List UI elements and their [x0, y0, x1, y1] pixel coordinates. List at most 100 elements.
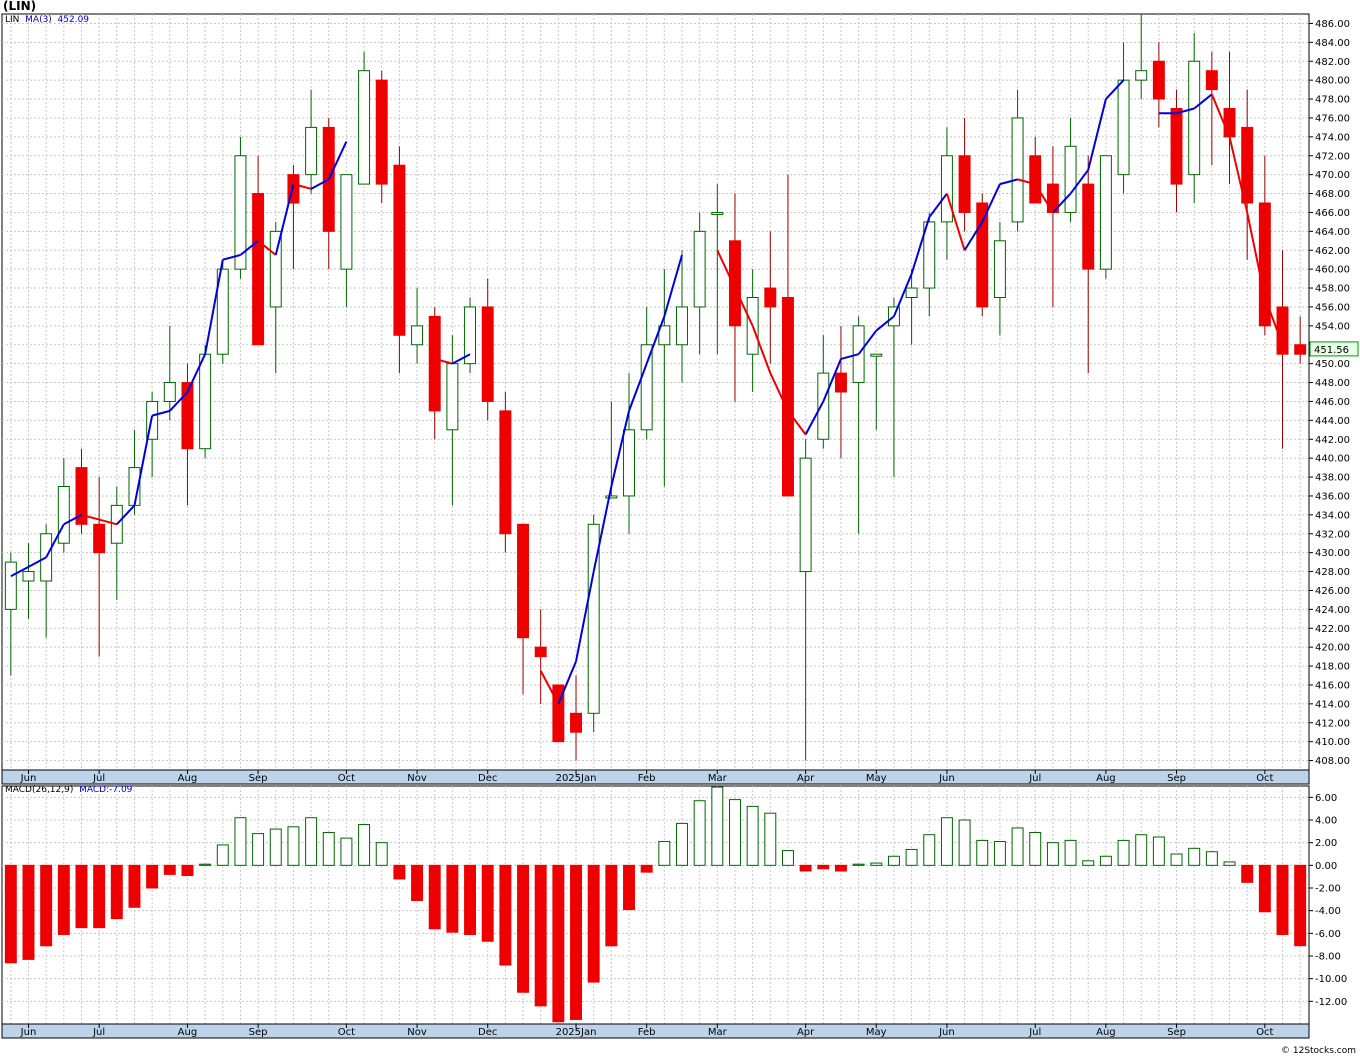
macd-bar [1099, 855, 1112, 866]
candle-body [57, 486, 70, 544]
ma-line-segment [804, 400, 825, 435]
price-tick-label: 482.00 [1315, 57, 1350, 68]
candle-body [817, 372, 830, 440]
macd-bar [269, 828, 282, 866]
macd-bar [746, 805, 759, 866]
candle-body [905, 287, 918, 298]
macd-bar [1046, 842, 1059, 866]
ma-line-segment [293, 183, 312, 190]
ma-line-segment [1228, 136, 1249, 213]
macd-tick-label: 6.00 [1315, 793, 1337, 804]
ma-line-segment [116, 504, 136, 525]
macd-bar [1188, 847, 1201, 866]
macd-month-label: May [866, 1027, 887, 1038]
site-credit: © 12Stocks.com [1281, 1046, 1356, 1056]
macd-bar [340, 837, 353, 866]
candle-body [252, 193, 265, 346]
price-month-label: Jul [92, 773, 105, 784]
macd-bar [958, 819, 971, 866]
candle-body [464, 306, 477, 365]
price-tick-label: 426.00 [1315, 586, 1350, 597]
macd-bar [1117, 839, 1130, 866]
candle-body [75, 467, 88, 525]
macd-panel [1, 785, 1310, 1025]
candle-body [358, 70, 371, 185]
price-month-axis [1, 769, 1310, 785]
ma-line-segment [1210, 93, 1231, 138]
ma-line-segment [1263, 297, 1284, 346]
macd-month-label: Jun [938, 1027, 955, 1038]
last-price-tag [1309, 341, 1359, 357]
candle-body [1170, 108, 1183, 185]
macd-month-label: Oct [338, 1027, 355, 1038]
candle-body [216, 268, 229, 355]
candle-body [340, 174, 353, 270]
candle-body [199, 353, 212, 450]
macd-bar [1223, 861, 1236, 866]
candle-body [517, 523, 530, 639]
price-tick-label: 432.00 [1315, 529, 1350, 540]
macd-month-label: Aug [1096, 1027, 1116, 1038]
price-tick-label: 444.00 [1315, 416, 1350, 427]
macd-month-label: Feb [638, 1027, 656, 1038]
price-month-label: Oct [1256, 773, 1273, 784]
macd-month-axis [1, 1023, 1310, 1039]
price-tick-label: 446.00 [1315, 397, 1350, 408]
ma-line-segment [28, 556, 47, 568]
ma-line-segment [1034, 183, 1054, 213]
price-tick-label: 422.00 [1315, 624, 1350, 635]
macd-bar [940, 817, 953, 866]
ma-line-segment [963, 221, 984, 251]
macd-month-label: Mar [708, 1027, 728, 1038]
macd-month-label: Oct [1256, 1027, 1273, 1038]
ma-line-segment [1069, 169, 1090, 195]
macd-bar [57, 864, 70, 935]
macd-bar [128, 864, 141, 908]
ma-line-segment [840, 353, 859, 360]
price-tick-label: 408.00 [1315, 756, 1350, 767]
macd-bar [729, 799, 741, 866]
candle-body [693, 230, 706, 308]
macd-month-label: Jul [1028, 1027, 1041, 1038]
macd-tick-label: -10.00 [1315, 974, 1347, 985]
macd-bar [1294, 864, 1307, 947]
macd-bar [252, 833, 265, 866]
candle-body [375, 79, 388, 185]
ma-line-segment [10, 565, 29, 578]
candle-body [1188, 60, 1201, 176]
last-price-label: 451.56 [1314, 345, 1349, 356]
price-month-label: Sep [249, 773, 268, 784]
price-month-label: Jun [20, 773, 37, 784]
price-tick-label: 416.00 [1315, 680, 1350, 691]
price-month-label: May [866, 773, 887, 784]
ma-line-segment [628, 363, 648, 412]
price-tick-label: 428.00 [1315, 567, 1350, 578]
ma-line-segment [769, 372, 789, 412]
candle-body [834, 372, 847, 393]
price-tick-label: 462.00 [1315, 246, 1350, 257]
candle-body [1294, 344, 1307, 355]
price-tick-label: 480.00 [1315, 76, 1350, 87]
macd-month-label: 2025Jan [556, 1027, 597, 1038]
macd-bar [517, 864, 530, 993]
macd-bar [799, 864, 812, 872]
macd-bar [93, 864, 106, 929]
price-month-label: Mar [708, 773, 728, 784]
ma-line-segment [1246, 212, 1266, 298]
macd-month-label: Jul [92, 1027, 105, 1038]
price-tick-label: 448.00 [1315, 378, 1350, 389]
candle-body [1223, 108, 1236, 138]
ma-line-segment [1052, 192, 1072, 214]
macd-bar [552, 864, 565, 1023]
macd-bar [870, 862, 883, 866]
macd-bar [817, 864, 830, 870]
macd-bar [1276, 864, 1289, 935]
price-month-label: 2025Jan [556, 773, 597, 784]
macd-bar [905, 848, 918, 866]
macd-bar [393, 864, 406, 880]
ma-line-segment [575, 571, 595, 662]
macd-bar [446, 864, 459, 933]
macd-bar [570, 864, 582, 1020]
ma-line-segment [893, 273, 913, 317]
